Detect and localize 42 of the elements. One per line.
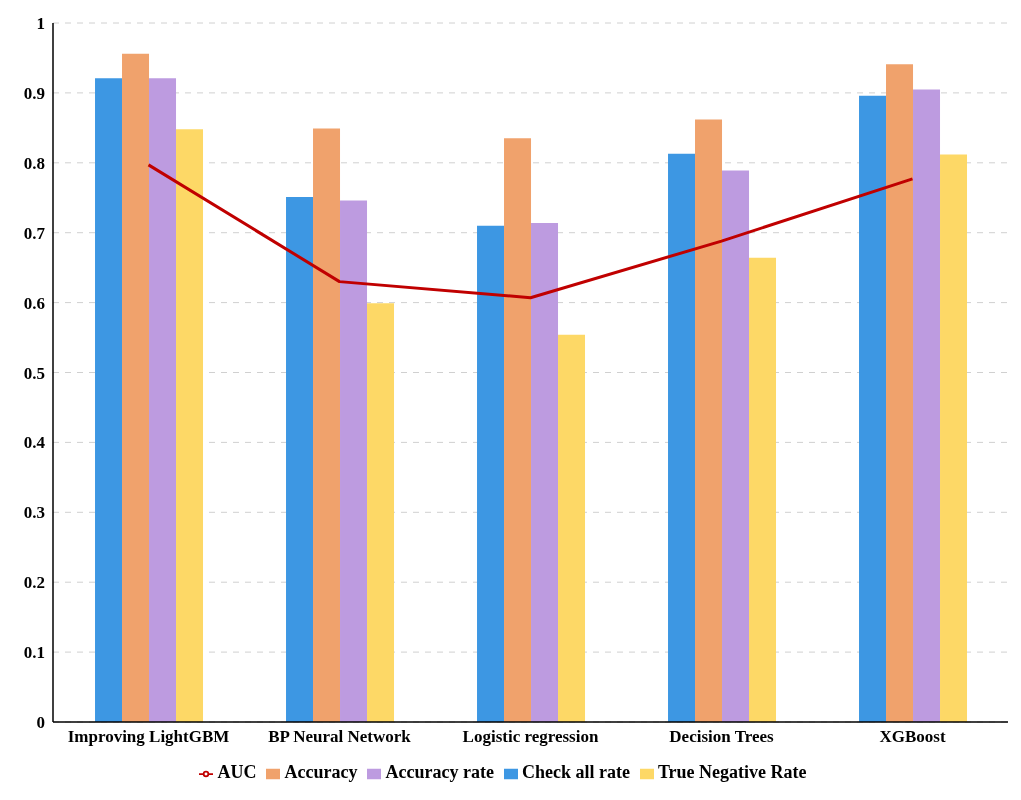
bar: [886, 64, 914, 722]
bar: [531, 222, 559, 722]
line-series: [147, 163, 914, 300]
y-tick-label: 0: [36, 713, 45, 733]
x-tick-label: Decision Trees: [669, 727, 775, 747]
legend-label: AUC: [217, 762, 257, 782]
bar: [859, 95, 887, 722]
x-tick-label: XGBoost: [879, 727, 946, 747]
bar: [695, 119, 723, 722]
x-tick-label: BP Neural Network: [268, 727, 412, 747]
y-tick-label: 0.2: [23, 573, 45, 593]
bar: [313, 128, 341, 722]
bar: [558, 334, 586, 722]
bar: [149, 78, 177, 722]
bar: [940, 154, 968, 722]
legend-label: Accuracy: [284, 762, 358, 782]
y-tick-label: 0.9: [23, 83, 45, 103]
legend-label: True Negative Rate: [657, 762, 807, 782]
bar: [367, 303, 395, 722]
y-tick-label: 0.7: [23, 223, 46, 243]
legend-label: Check all rate: [521, 762, 630, 782]
bar: [722, 170, 750, 722]
y-tick-label: 1: [36, 14, 45, 34]
legend-label: Accuracy rate: [385, 762, 494, 782]
y-tick-label: 0.1: [23, 643, 45, 663]
bar: [286, 197, 314, 722]
x-tick-label: Improving LightGBM: [67, 727, 230, 747]
bar: [95, 78, 123, 722]
y-tick-label: 0.8: [23, 153, 45, 173]
bar: [668, 153, 696, 722]
bar: [176, 129, 204, 722]
bar: [913, 89, 941, 722]
bar: [504, 138, 532, 722]
y-tick-label: 0.4: [23, 433, 46, 453]
x-tick-label: Logistic regression: [462, 727, 599, 747]
y-tick-label: 0.5: [23, 363, 45, 383]
bar: [122, 53, 150, 722]
bar: [749, 257, 777, 722]
y-tick-label: 0.6: [23, 293, 45, 313]
bar: [340, 200, 368, 722]
y-tick-label: 0.3: [23, 503, 45, 523]
bar: [477, 225, 505, 722]
